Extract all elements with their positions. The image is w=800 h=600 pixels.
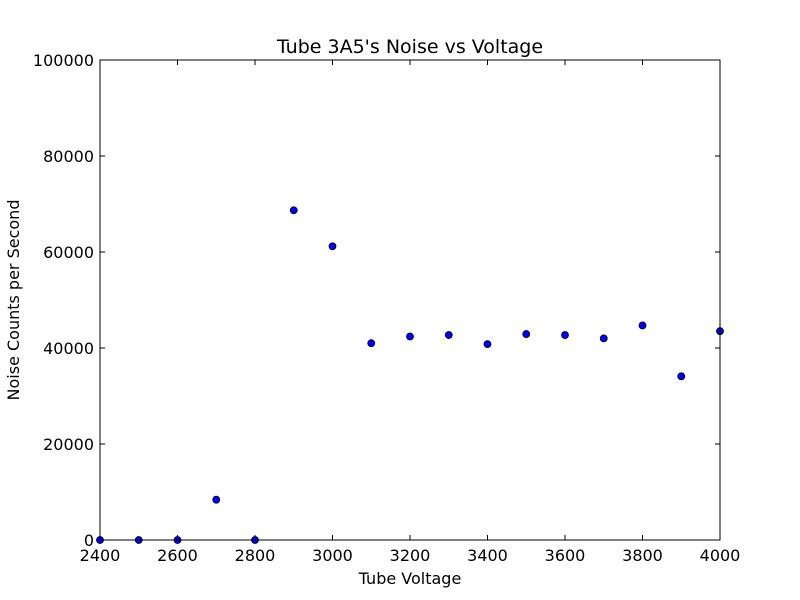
x-tick-label: 3400 bbox=[467, 546, 508, 565]
x-tick-label: 2400 bbox=[80, 546, 121, 565]
y-axis-label: Noise Counts per Second bbox=[4, 200, 23, 401]
data-point bbox=[677, 372, 686, 381]
x-tick-label: 3800 bbox=[622, 546, 663, 565]
data-point bbox=[561, 331, 569, 339]
x-tick-label: 2600 bbox=[157, 546, 198, 565]
x-tick-label: 4000 bbox=[700, 546, 741, 565]
y-tick-label: 60000 bbox=[43, 243, 94, 262]
data-point bbox=[444, 331, 453, 339]
x-tick-label: 3200 bbox=[390, 546, 431, 565]
data-point bbox=[406, 332, 414, 341]
x-tick-label: 3600 bbox=[545, 546, 586, 565]
axis-ticks: 2400 2600 2800 3000 3200 3400 3600 3800 40000200… bbox=[33, 51, 740, 565]
data-point bbox=[638, 321, 647, 330]
y-tick-label: 0 bbox=[84, 531, 94, 550]
y-tick-label: 100000 bbox=[33, 51, 94, 70]
data-point bbox=[328, 242, 337, 251]
y-tick-label: 40000 bbox=[43, 339, 94, 358]
x-tick-label: 2800 bbox=[235, 546, 276, 565]
data-point bbox=[599, 334, 608, 343]
x-axis-label: Tube Voltage bbox=[358, 569, 462, 588]
y-tick-label: 20000 bbox=[43, 435, 94, 454]
data-point bbox=[367, 339, 376, 348]
x-tick-label: 3000 bbox=[312, 546, 353, 565]
chart-title: Tube 3A5's Noise vs Voltage bbox=[276, 36, 543, 58]
data-point bbox=[522, 330, 531, 338]
data-point bbox=[289, 206, 298, 215]
y-tick-label: 80000 bbox=[43, 147, 94, 166]
data-point bbox=[483, 340, 492, 349]
data-point bbox=[212, 495, 221, 504]
plot-frame bbox=[99, 59, 721, 541]
data-points bbox=[96, 206, 724, 544]
